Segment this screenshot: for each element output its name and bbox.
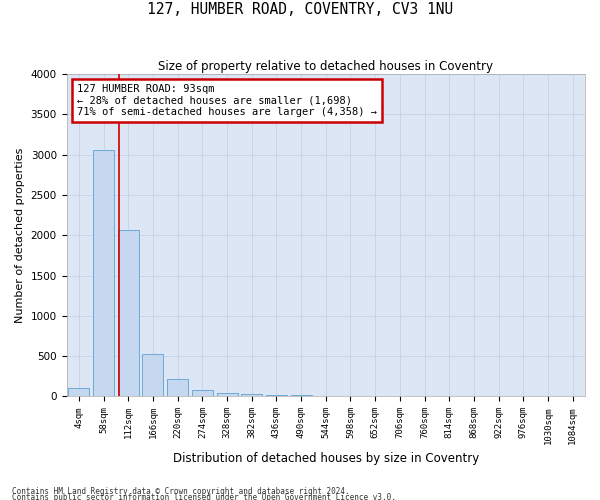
Text: 127, HUMBER ROAD, COVENTRY, CV3 1NU: 127, HUMBER ROAD, COVENTRY, CV3 1NU <box>147 2 453 18</box>
Bar <box>68 388 89 396</box>
Text: Contains public sector information licensed under the Open Government Licence v3: Contains public sector information licen… <box>12 492 396 500</box>
Bar <box>290 395 311 396</box>
Bar <box>118 230 139 396</box>
Bar <box>93 150 114 396</box>
Text: Contains HM Land Registry data © Crown copyright and database right 2024.: Contains HM Land Registry data © Crown c… <box>12 486 350 496</box>
X-axis label: Distribution of detached houses by size in Coventry: Distribution of detached houses by size … <box>173 452 479 465</box>
Bar <box>266 394 287 396</box>
Bar <box>241 394 262 396</box>
Text: 127 HUMBER ROAD: 93sqm
← 28% of detached houses are smaller (1,698)
71% of semi-: 127 HUMBER ROAD: 93sqm ← 28% of detached… <box>77 84 377 117</box>
Y-axis label: Number of detached properties: Number of detached properties <box>15 148 25 323</box>
Bar <box>217 392 238 396</box>
Bar <box>192 390 213 396</box>
Bar <box>142 354 163 397</box>
Title: Size of property relative to detached houses in Coventry: Size of property relative to detached ho… <box>158 60 493 73</box>
Bar <box>167 378 188 396</box>
